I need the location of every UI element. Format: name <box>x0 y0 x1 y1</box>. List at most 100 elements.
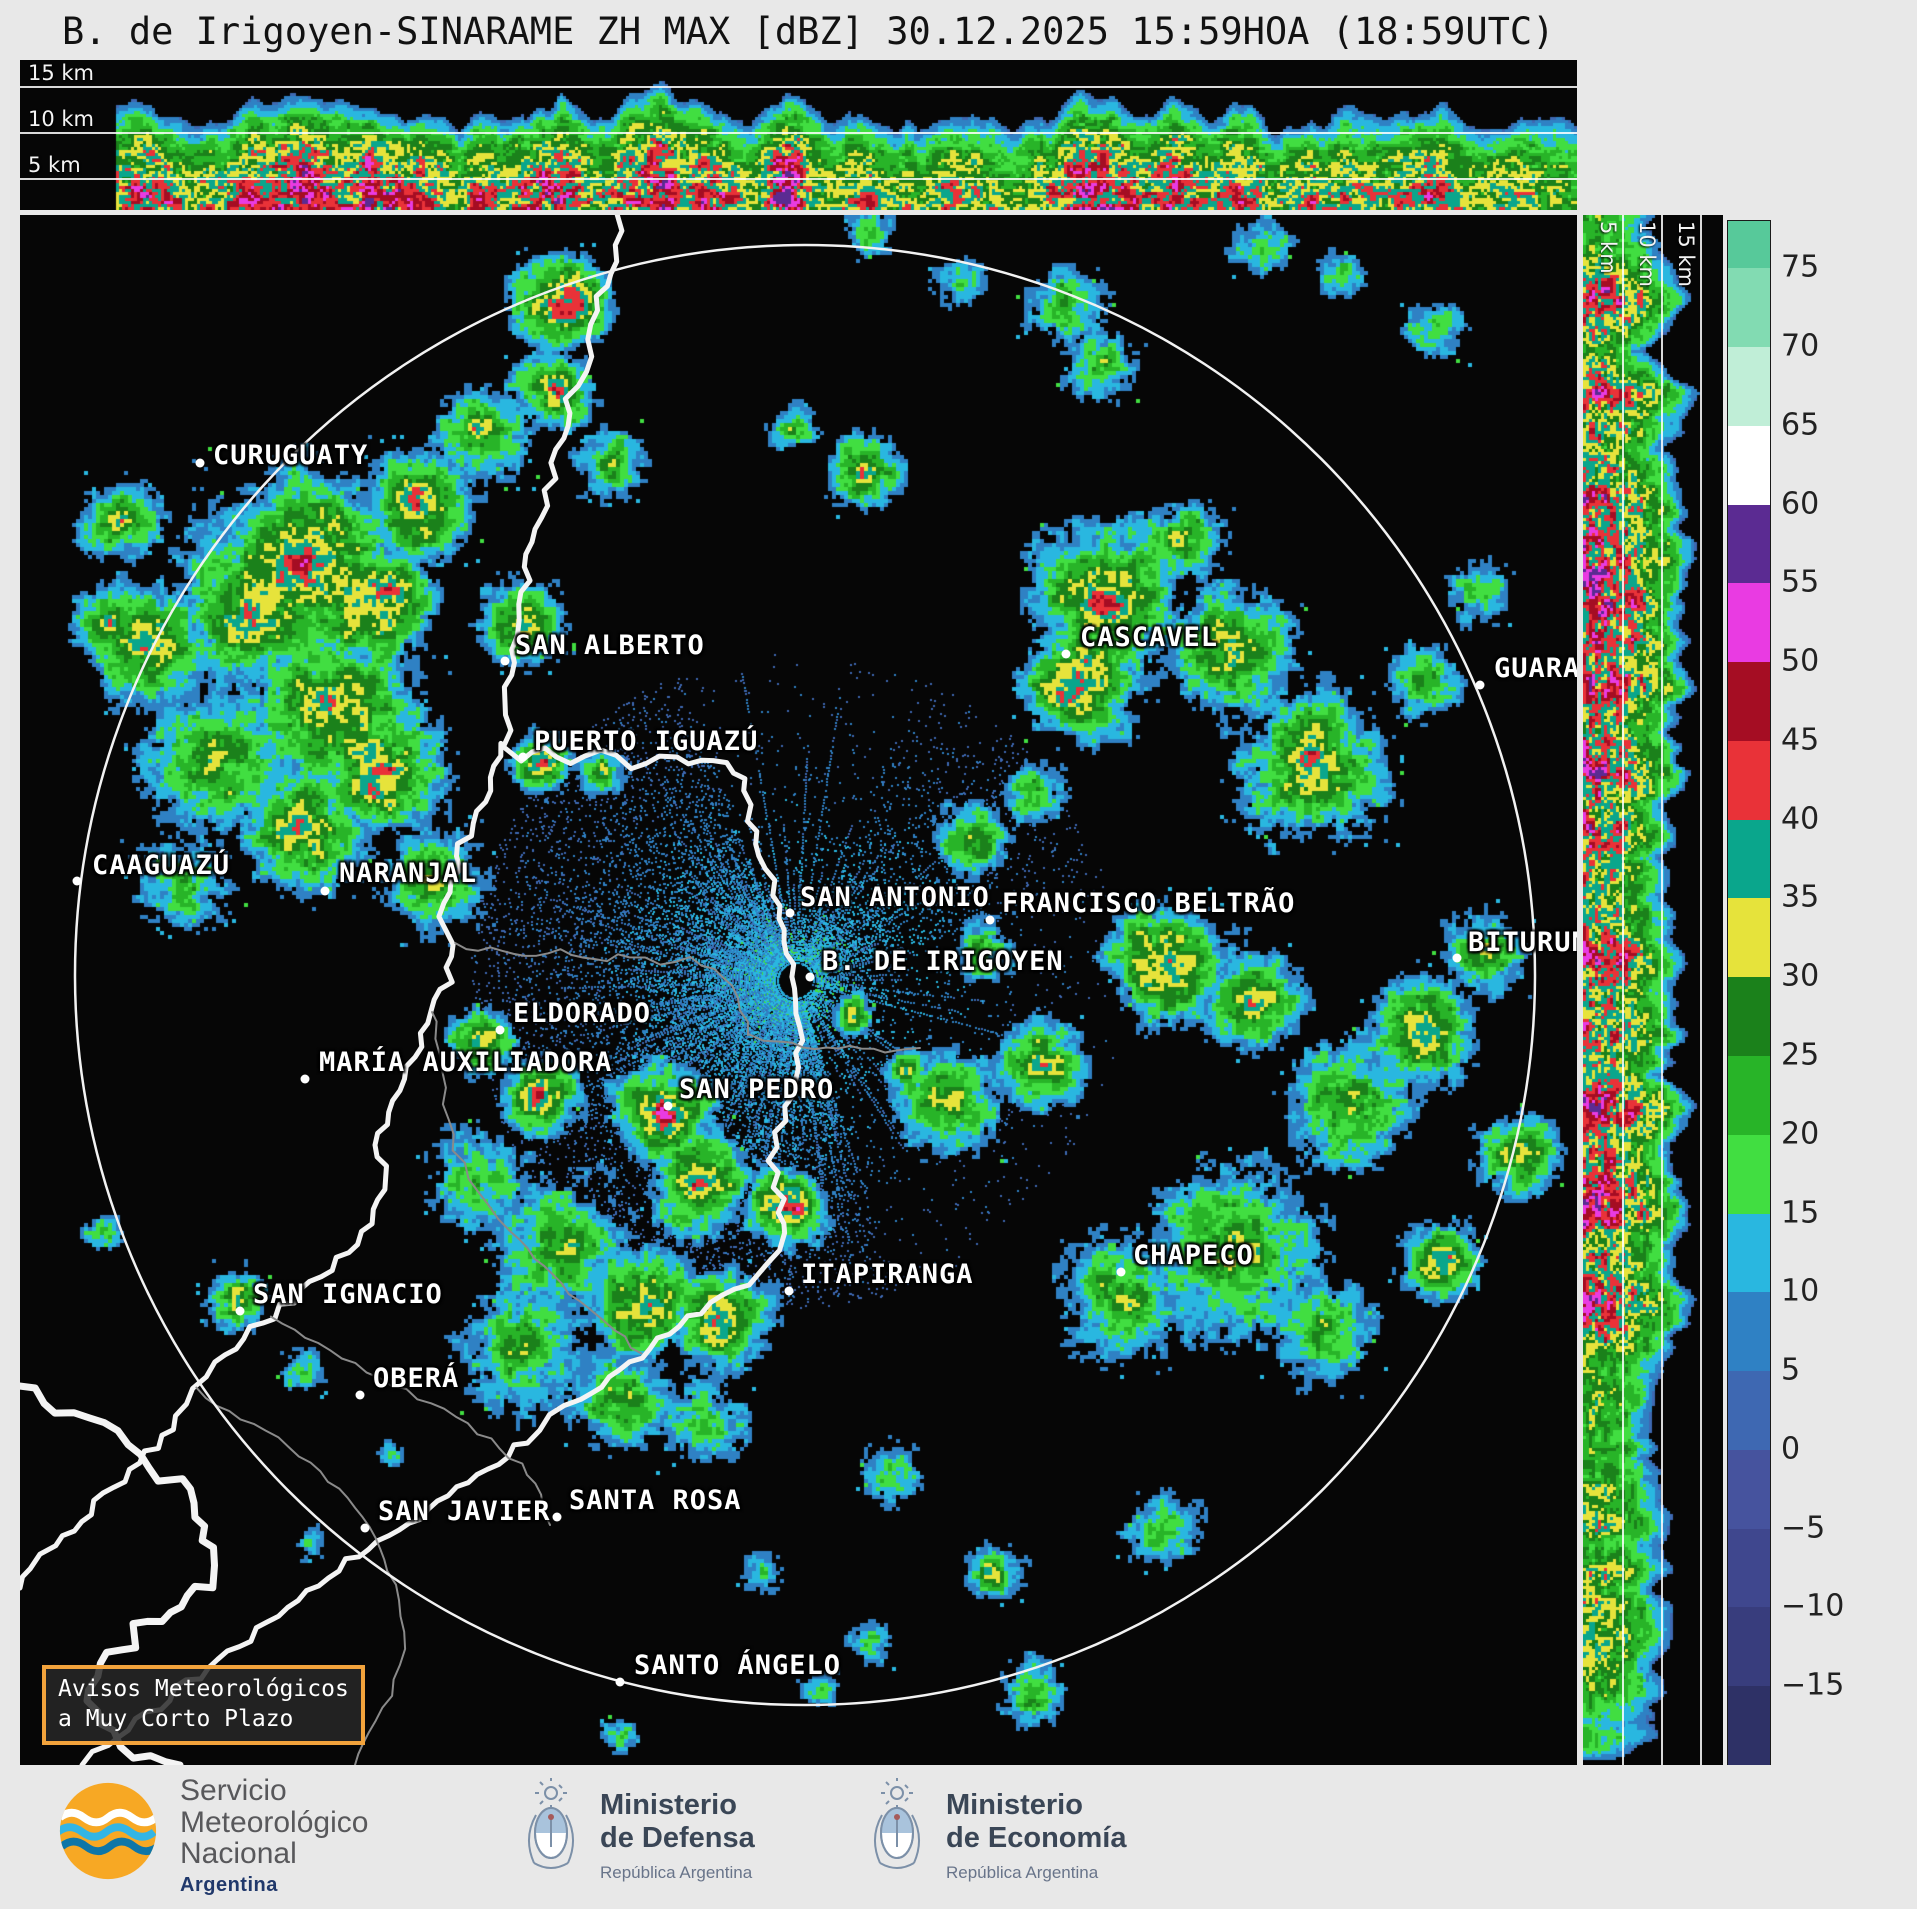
border-admin <box>195 1386 407 1765</box>
colorbar-segment <box>1728 1213 1770 1293</box>
smn-country: Argentina <box>180 1873 278 1896</box>
smn-wordmark: Servicio Meteorológico Nacional Argentin… <box>180 1775 368 1896</box>
colorbar-segment <box>1728 1528 1770 1608</box>
defensa-sub: República Argentina <box>600 1862 753 1882</box>
city-dot <box>495 1025 505 1035</box>
colorbar-segment <box>1728 662 1770 742</box>
colorbar-segment <box>1728 819 1770 899</box>
city-dot <box>355 1390 365 1400</box>
height-label-15km: 15 km <box>28 61 95 85</box>
defensa-line1: Ministerio <box>600 1789 737 1821</box>
smn-line2: Meteorológico <box>180 1805 369 1839</box>
radar-echoes-canvas <box>20 215 1577 1765</box>
border-admin <box>747 1033 921 1054</box>
economia-line2: de Economía <box>946 1822 1127 1855</box>
colorbar-tick-label: 20 <box>1781 1116 1820 1152</box>
warnings-box-line2: a Muy Corto Plazo <box>58 1705 294 1732</box>
city-dot <box>360 1523 370 1533</box>
city-label: SAN ALBERTO <box>515 630 705 661</box>
city-dot <box>235 1306 245 1316</box>
colorbar-tick-label: 40 <box>1781 801 1820 837</box>
city-label: ITAPIRANGA <box>801 1259 974 1290</box>
colorbar-segment <box>1728 1056 1770 1136</box>
city-label: SAN PEDRO <box>679 1074 835 1105</box>
city-label: CASCAVEL <box>1080 622 1219 653</box>
map-borders-overlay <box>20 215 1537 1765</box>
colorbar-tick-label: 10 <box>1781 1273 1820 1309</box>
city-dot <box>663 1101 673 1111</box>
colorbar-segment <box>1728 268 1770 348</box>
colorbar-segment <box>1728 977 1770 1057</box>
city-label: CURUGUATY <box>213 440 369 471</box>
radar-map-panel: Avisos Meteorológicos a Muy Corto Plazo … <box>20 215 1577 1765</box>
height-gridline-10km <box>20 132 1577 134</box>
coat-of-arms-icon <box>528 1778 574 1869</box>
city-dot <box>615 1677 625 1687</box>
city-dot <box>785 908 795 918</box>
city-label: MARÍA AUXILIADORA <box>319 1047 613 1078</box>
colorbar-tick-label: 0 <box>1781 1431 1801 1467</box>
city-label: B. DE IRIGOYEN <box>822 946 1064 977</box>
city-dot <box>985 915 995 925</box>
colorbar-segment <box>1728 1371 1770 1451</box>
border-admin <box>454 942 749 1036</box>
colorbar <box>1727 220 1771 1766</box>
height-label-10km: 10 km <box>28 107 95 131</box>
colorbar-segment <box>1728 221 1770 269</box>
colorbar-segment <box>1728 740 1770 821</box>
city-label: OBERÁ <box>373 1363 460 1394</box>
city-label: ELDORADO <box>513 998 652 1029</box>
city-label: SANTA ROSA <box>569 1485 742 1516</box>
city-label: NARANJAL <box>339 858 478 889</box>
city-dot <box>1475 680 1485 690</box>
city-dot <box>195 458 205 468</box>
city-dot <box>552 1512 562 1522</box>
colorbar-tick-label: 65 <box>1781 407 1820 443</box>
colorbar-tick-label: 15 <box>1781 1195 1820 1231</box>
colorbar-tick-label: −10 <box>1781 1588 1845 1624</box>
city-label: SAN IGNACIO <box>253 1279 443 1310</box>
colorbar-tick-label: 70 <box>1781 328 1820 364</box>
border-country <box>79 215 806 1765</box>
city-label: GUARANIAÇU <box>1494 653 1577 684</box>
colorbar-tick-label: 60 <box>1781 486 1820 522</box>
colorbar-tick-label: 45 <box>1781 722 1820 758</box>
city-dot <box>300 1074 310 1084</box>
colorbar-segment <box>1728 1292 1770 1372</box>
cross-section-top-canvas <box>20 60 1577 210</box>
border-admin <box>269 1315 551 1526</box>
city-label: FRANCISCO BELTRÃO <box>1002 888 1296 919</box>
height-gridline-5km <box>20 178 1577 180</box>
colorbar-tick-label: 75 <box>1781 249 1820 285</box>
city-dot <box>1061 649 1071 659</box>
city-dot <box>518 752 528 762</box>
colorbar-tick-label: −15 <box>1781 1667 1845 1703</box>
colorbar-segment <box>1728 504 1770 584</box>
colorbar-tick-label: 35 <box>1781 879 1820 915</box>
border-admin <box>431 1011 643 1355</box>
city-label: SAN JAVIER <box>378 1496 551 1527</box>
smn-line3: Nacional <box>180 1837 297 1870</box>
border-country <box>20 740 504 1591</box>
colorbar-segment <box>1728 1134 1770 1215</box>
colorbar-segment <box>1728 1449 1770 1530</box>
colorbar-tick-label: 30 <box>1781 958 1820 994</box>
city-label: BITURUNA <box>1468 927 1577 958</box>
height-label-5km: 5 km <box>1596 221 1620 274</box>
defensa-line2: de Defensa <box>600 1822 755 1855</box>
footer: Servicio Meteorológico Nacional Argentin… <box>0 1765 1917 1909</box>
city-label: CAAGUAZÚ <box>92 850 231 881</box>
coat-of-arms-icon <box>874 1778 920 1869</box>
city-dot <box>784 1286 794 1296</box>
warnings-box-line1: Avisos Meteorológicos <box>58 1676 349 1702</box>
economia-sub: República Argentina <box>946 1862 1099 1882</box>
colorbar-segment <box>1728 347 1770 427</box>
cross-section-right-canvas <box>1583 215 1723 1765</box>
colorbar-tick-label: −5 <box>1781 1510 1826 1546</box>
colorbar-segment <box>1728 583 1770 663</box>
cross-section-right-panel: 5 km 10 km 15 km <box>1583 215 1723 1765</box>
colorbar-tick-label: 50 <box>1781 643 1820 679</box>
city-dot <box>1452 953 1462 963</box>
range-circle <box>73 243 1537 1707</box>
